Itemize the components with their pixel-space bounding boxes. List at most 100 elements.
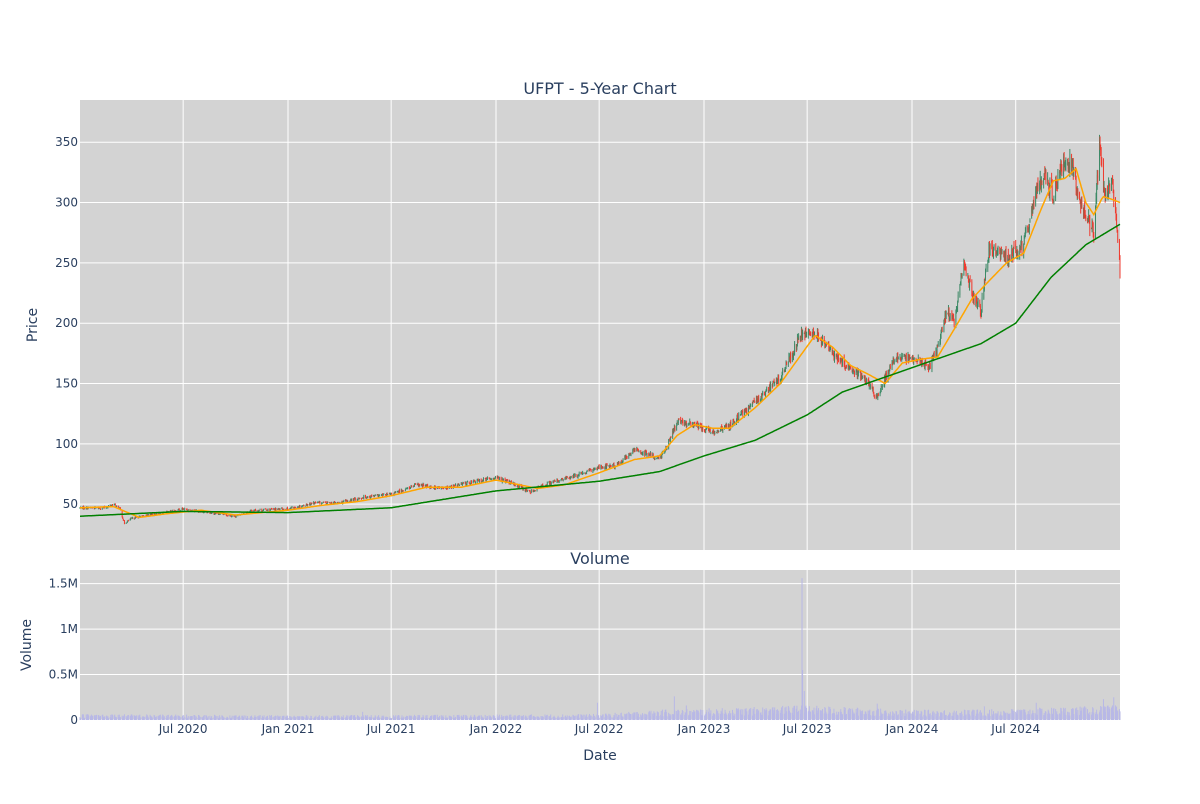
candle-body bbox=[122, 516, 124, 519]
candle-body bbox=[992, 253, 994, 256]
candle-body bbox=[841, 359, 843, 365]
candle-body bbox=[122, 519, 124, 521]
candle-body bbox=[214, 513, 215, 515]
candle-body bbox=[869, 382, 871, 387]
candle-body bbox=[750, 404, 752, 406]
candle-body bbox=[407, 487, 408, 489]
candle-body bbox=[325, 502, 327, 504]
candle-body bbox=[277, 508, 279, 510]
candle-body bbox=[417, 483, 419, 485]
candle-body bbox=[1059, 170, 1060, 174]
candle-body bbox=[900, 358, 902, 360]
candle-body bbox=[255, 510, 257, 512]
candle-body bbox=[532, 489, 534, 492]
candle-body bbox=[916, 360, 918, 362]
candle-body bbox=[274, 508, 275, 510]
candle-body bbox=[525, 488, 527, 491]
candle-body bbox=[788, 361, 789, 364]
candle-body bbox=[148, 514, 149, 516]
candle-body bbox=[1037, 183, 1038, 194]
candle-body bbox=[781, 378, 782, 381]
candle-body bbox=[830, 346, 831, 348]
candle-body bbox=[752, 400, 754, 403]
candle-body bbox=[892, 357, 894, 365]
candle-body bbox=[790, 352, 791, 361]
candle-body bbox=[1019, 247, 1021, 256]
price-series-layer bbox=[79, 134, 1121, 525]
candle-body bbox=[875, 395, 877, 399]
candle-body bbox=[318, 502, 320, 503]
candle-body bbox=[549, 482, 551, 485]
candle-body bbox=[904, 355, 905, 356]
candle-body bbox=[362, 497, 364, 499]
candle-body bbox=[470, 481, 472, 484]
candle-body bbox=[753, 400, 755, 402]
candle-body bbox=[625, 456, 627, 460]
candle-body bbox=[1045, 172, 1047, 181]
price-axis-title: Price bbox=[25, 308, 41, 342]
candle-body bbox=[964, 260, 965, 266]
candle-body bbox=[740, 411, 742, 415]
candle-body bbox=[286, 507, 288, 511]
candle-body bbox=[561, 478, 562, 481]
candle-body bbox=[658, 457, 660, 459]
candle-body bbox=[845, 367, 847, 369]
candle-body bbox=[521, 485, 522, 488]
volume-axis-title: Volume bbox=[19, 619, 35, 671]
candle-body bbox=[677, 422, 679, 424]
candle-body bbox=[1115, 202, 1116, 211]
candle-body bbox=[549, 481, 550, 484]
candle-body bbox=[293, 506, 295, 509]
candle-body bbox=[697, 422, 699, 426]
candle-body bbox=[610, 465, 611, 467]
candle-body bbox=[105, 507, 107, 509]
candle-body bbox=[916, 360, 917, 362]
candle-body bbox=[459, 485, 460, 486]
candle-body bbox=[877, 394, 879, 398]
candle-body bbox=[142, 515, 144, 517]
candle-body bbox=[557, 479, 558, 482]
candle-body bbox=[365, 497, 367, 499]
candle-body bbox=[857, 373, 859, 377]
candle-body bbox=[1044, 172, 1046, 174]
candle-body bbox=[852, 371, 854, 373]
candle-body bbox=[1009, 255, 1011, 260]
candle-body bbox=[680, 421, 682, 424]
candle-body bbox=[1056, 183, 1058, 190]
candle-body bbox=[729, 422, 731, 429]
candle-body bbox=[1000, 252, 1002, 258]
candle-body bbox=[896, 358, 897, 360]
candle-body bbox=[455, 484, 456, 486]
candle-body bbox=[387, 494, 389, 495]
candle-body bbox=[705, 430, 707, 433]
candle-body bbox=[1027, 227, 1029, 230]
candle-body bbox=[697, 426, 699, 429]
moving-average-long-line bbox=[80, 223, 1121, 517]
candle-body bbox=[820, 339, 822, 341]
candle-body bbox=[535, 490, 536, 492]
candle-body bbox=[780, 379, 781, 383]
candle-body bbox=[558, 480, 560, 482]
candle-body bbox=[765, 391, 767, 393]
candle-body bbox=[573, 474, 575, 476]
candle-body bbox=[1047, 177, 1048, 182]
axis-labels-layer: 50 100 150 200 250 300 350 0 0.5M 1M 1.5M Jul 2020 J… bbox=[49, 135, 1041, 736]
candle-body bbox=[440, 488, 442, 489]
candle-body bbox=[657, 456, 659, 458]
candle-body bbox=[823, 337, 825, 342]
candle-body bbox=[941, 327, 943, 330]
candle-body bbox=[637, 448, 638, 451]
candle-body bbox=[366, 497, 367, 499]
candle-body bbox=[988, 244, 990, 260]
candle-body bbox=[634, 448, 635, 451]
candle-body bbox=[588, 469, 590, 471]
candle-body bbox=[681, 420, 683, 422]
candle-body bbox=[868, 381, 870, 387]
candle-body bbox=[250, 510, 252, 511]
candle-body bbox=[724, 425, 726, 427]
candle-body bbox=[960, 275, 962, 285]
candle-body bbox=[487, 477, 488, 479]
moving-average-short-line bbox=[80, 167, 1121, 519]
candle-body bbox=[861, 375, 863, 378]
candle-body bbox=[748, 406, 750, 409]
